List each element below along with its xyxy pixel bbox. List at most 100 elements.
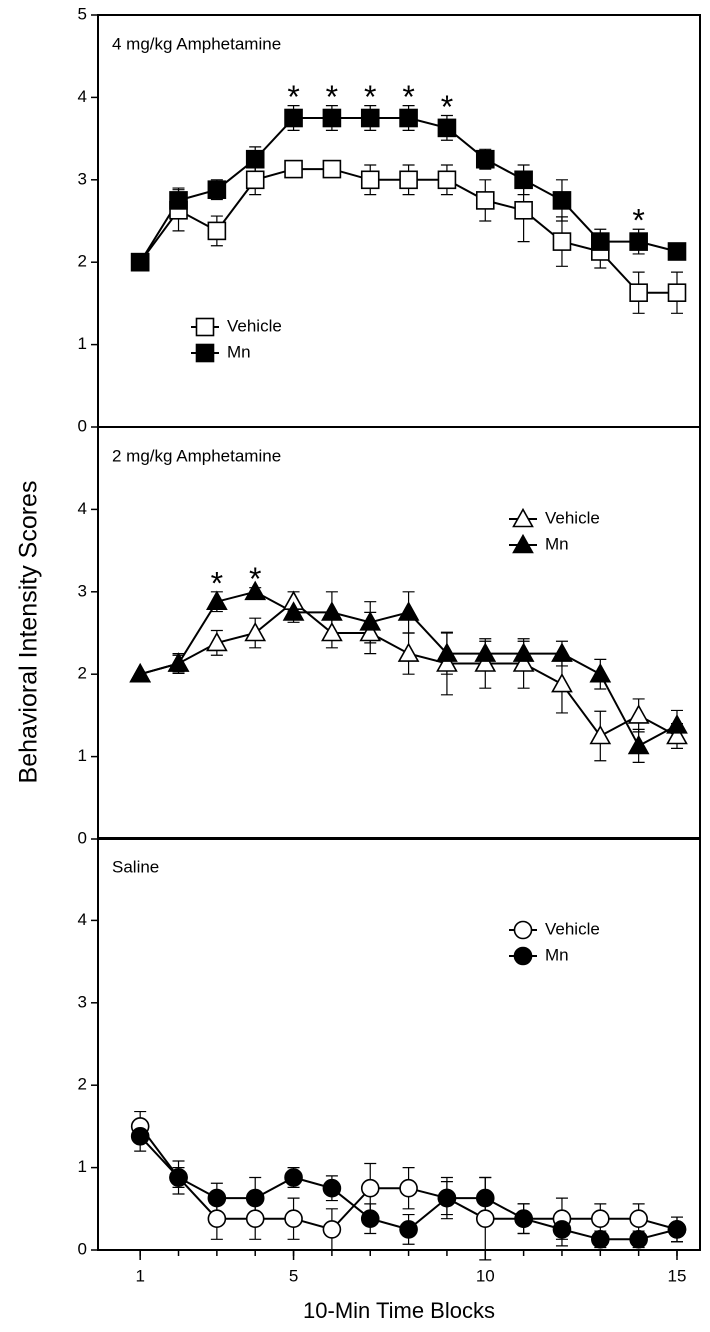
- data-point: [284, 1168, 303, 1187]
- data-point: [284, 159, 303, 179]
- y-tick-label: 2: [78, 664, 87, 683]
- data-point: [360, 1178, 380, 1198]
- y-tick-label: 4: [78, 910, 87, 929]
- data-point: [514, 170, 533, 190]
- data-point: [551, 642, 573, 662]
- data-point: [207, 180, 227, 199]
- y-tick-label: 5: [78, 4, 87, 23]
- significance-marker: *: [287, 79, 299, 115]
- data-point: [629, 232, 648, 251]
- legend-marker: [195, 343, 215, 363]
- y-tick-label: 1: [78, 334, 87, 353]
- y-tick-label: 4: [78, 87, 87, 106]
- significance-marker: *: [211, 565, 223, 601]
- legend-marker: [513, 920, 533, 940]
- data-point: [397, 642, 420, 662]
- y-tick-label: 2: [78, 1075, 87, 1094]
- y-axis-label: Behavioral Intensity Scores: [15, 481, 43, 784]
- data-point: [167, 652, 190, 672]
- data-point: [475, 1209, 495, 1228]
- data-point: [512, 652, 535, 672]
- y-tick-label: 3: [78, 992, 87, 1011]
- panel-title: 2 mg/kg Amphetamine: [112, 446, 281, 465]
- data-point: [244, 621, 267, 642]
- data-point: [437, 118, 457, 138]
- data-point: [399, 170, 418, 190]
- data-point: [282, 601, 305, 621]
- data-point: [207, 221, 227, 241]
- data-point: [284, 1209, 303, 1228]
- data-point: [129, 663, 152, 683]
- data-point: [322, 1178, 342, 1198]
- data-point: [397, 601, 420, 621]
- significance-marker: *: [441, 89, 453, 125]
- x-tick-label: 15: [668, 1266, 687, 1285]
- panel-title: 4 mg/kg Amphetamine: [112, 34, 281, 53]
- data-point: [207, 1188, 227, 1208]
- legend-label: Vehicle: [545, 508, 600, 527]
- data-point: [436, 652, 458, 672]
- data-point: [474, 642, 497, 662]
- data-point: [322, 108, 342, 128]
- data-point: [360, 1209, 380, 1228]
- legend-label: Mn: [545, 945, 569, 964]
- data-point: [244, 580, 267, 601]
- data-point: [169, 1168, 188, 1187]
- data-point: [475, 1188, 495, 1208]
- data-point: [399, 1220, 418, 1239]
- y-tick-label: 3: [78, 581, 87, 600]
- legend-label: Mn: [545, 534, 569, 553]
- data-point: [245, 1188, 265, 1208]
- data-point: [667, 1220, 687, 1239]
- data-point: [589, 724, 612, 745]
- significance-marker: *: [249, 561, 261, 597]
- data-point: [629, 1229, 648, 1249]
- data-point: [359, 611, 382, 631]
- data-point: [436, 642, 458, 662]
- data-point: [475, 149, 495, 169]
- data-point: [360, 170, 380, 190]
- data-point: [667, 242, 687, 261]
- data-point: [322, 1220, 342, 1239]
- data-point: [475, 191, 495, 210]
- data-point: [474, 652, 497, 672]
- legend-marker: [195, 317, 215, 337]
- data-point: [629, 1209, 648, 1228]
- data-point: [399, 108, 418, 128]
- data-point: [666, 724, 688, 745]
- plot-frame: [97, 426, 701, 840]
- data-point: [551, 672, 573, 693]
- data-point: [591, 232, 610, 251]
- legend-marker: [513, 946, 533, 966]
- significance-marker: *: [632, 203, 644, 239]
- legend-marker: [512, 533, 534, 554]
- data-point: [589, 663, 612, 683]
- data-point: [321, 621, 343, 642]
- data-point: [130, 1126, 150, 1146]
- data-point: [591, 1209, 610, 1228]
- data-point: [552, 191, 572, 210]
- data-point: [321, 601, 343, 621]
- significance-marker: *: [364, 79, 376, 115]
- y-tick-label: 0: [78, 828, 87, 847]
- data-point: [552, 1220, 572, 1239]
- data-point: [130, 252, 150, 272]
- y-tick-label: 0: [78, 416, 87, 435]
- data-point: [245, 170, 265, 190]
- data-point: [514, 200, 533, 220]
- x-tick-label: 10: [476, 1266, 495, 1285]
- legend-label: Vehicle: [545, 919, 600, 938]
- data-point: [437, 1188, 457, 1208]
- x-axis-label: 10-Min Time Blocks: [303, 1298, 495, 1323]
- plot-frame: [97, 837, 701, 1251]
- data-point: [514, 1209, 533, 1228]
- y-tick-label: 2: [78, 252, 87, 271]
- y-tick-label: 4: [78, 499, 87, 518]
- data-point: [627, 704, 650, 724]
- significance-marker: *: [402, 79, 414, 115]
- data-point: [322, 159, 342, 179]
- y-tick-label: 3: [78, 169, 87, 188]
- data-point: [591, 1229, 610, 1249]
- data-point: [360, 108, 380, 128]
- y-tick-label: 1: [78, 1157, 87, 1176]
